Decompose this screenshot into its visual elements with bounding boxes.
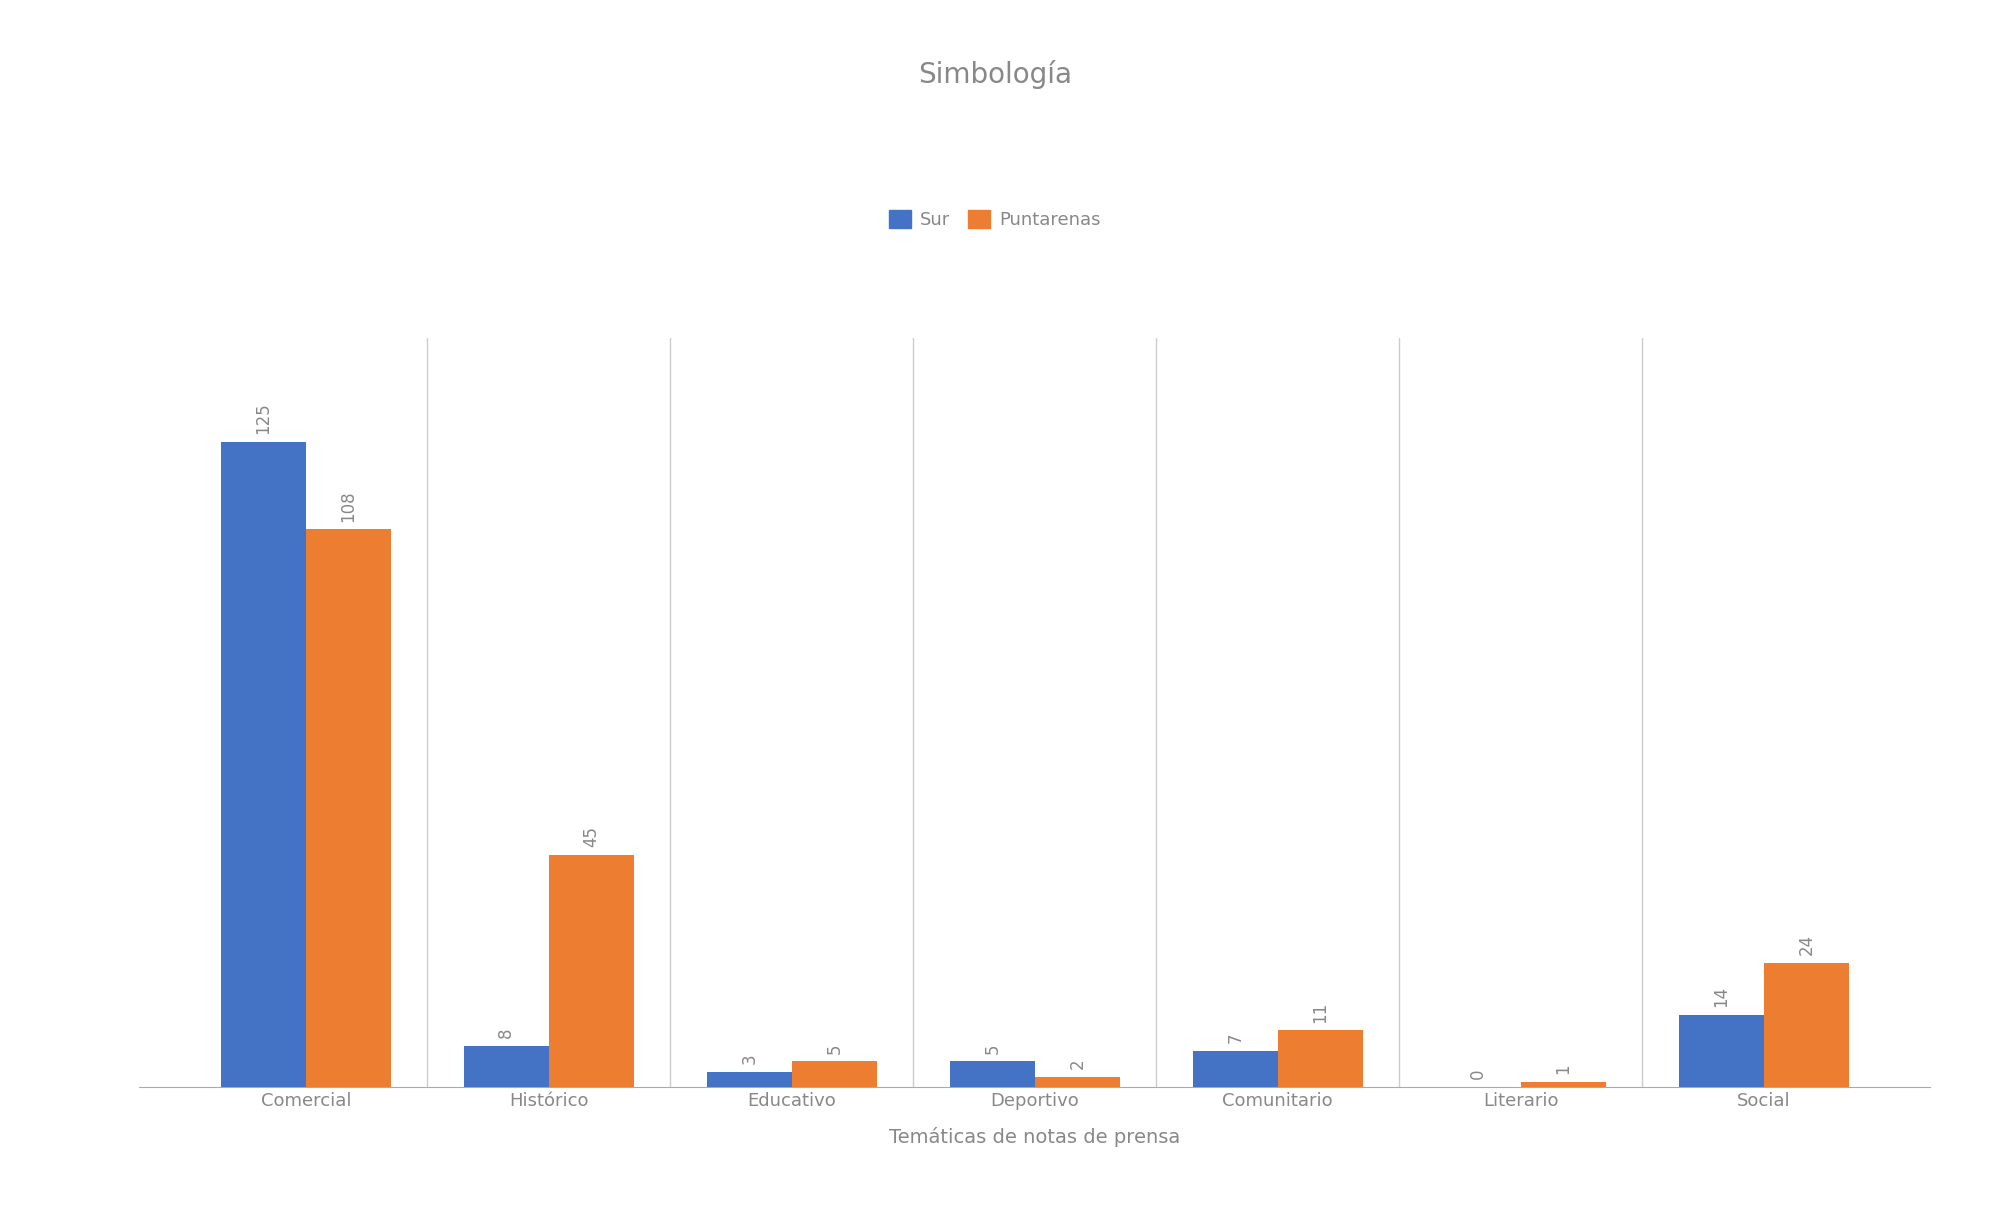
Text: 5: 5 [983, 1044, 1000, 1053]
Bar [221, 442, 306, 1087]
Text: 24: 24 [1796, 934, 1814, 956]
Text: 11: 11 [1311, 1001, 1329, 1023]
X-axis label: Temáticas de notas de prensa: Temáticas de notas de prensa [889, 1127, 1179, 1146]
Bar [1679, 1015, 1762, 1087]
Bar [306, 529, 390, 1087]
Text: 8: 8 [497, 1028, 515, 1038]
Text: Simbología: Simbología [917, 60, 1072, 89]
Bar [1520, 1082, 1605, 1087]
Text: 3: 3 [740, 1053, 758, 1064]
Legend: Sur, Puntarenas: Sur, Puntarenas [881, 202, 1108, 236]
Bar [1034, 1076, 1120, 1087]
Bar [463, 1046, 549, 1087]
Text: 45: 45 [583, 826, 601, 847]
Text: 2: 2 [1068, 1058, 1086, 1069]
Text: 7: 7 [1225, 1033, 1243, 1044]
Text: 5: 5 [825, 1044, 843, 1053]
Bar [1277, 1030, 1362, 1087]
Bar [949, 1062, 1034, 1087]
Text: 108: 108 [338, 490, 358, 522]
Bar [1191, 1051, 1277, 1087]
Text: 1: 1 [1553, 1064, 1571, 1074]
Bar [1762, 963, 1848, 1087]
Text: 125: 125 [255, 402, 272, 434]
Text: 14: 14 [1711, 986, 1730, 1007]
Bar [706, 1071, 792, 1087]
Bar [549, 855, 634, 1087]
Text: 0: 0 [1468, 1069, 1486, 1080]
Bar [792, 1062, 877, 1087]
